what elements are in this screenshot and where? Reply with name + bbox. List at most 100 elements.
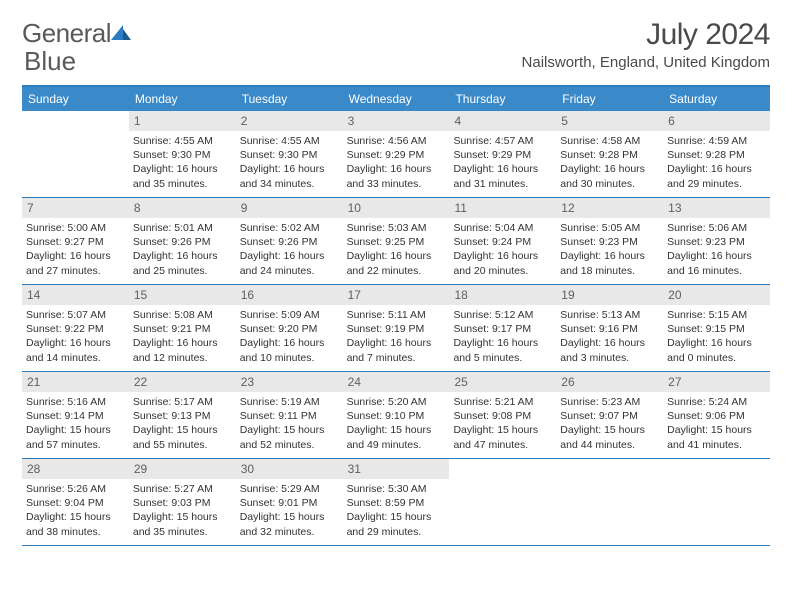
sunset-text: Sunset: 9:19 PM bbox=[347, 322, 446, 336]
daylight-text: Daylight: 16 hours and 30 minutes. bbox=[560, 162, 659, 190]
day-number: 30 bbox=[236, 459, 343, 479]
day-body: Sunrise: 5:12 AMSunset: 9:17 PMDaylight:… bbox=[449, 305, 556, 369]
week-row: .1Sunrise: 4:55 AMSunset: 9:30 PMDayligh… bbox=[22, 111, 770, 198]
sunset-text: Sunset: 9:30 PM bbox=[133, 148, 232, 162]
sunset-text: Sunset: 9:21 PM bbox=[133, 322, 232, 336]
sunrise-text: Sunrise: 4:55 AM bbox=[240, 134, 339, 148]
day-cell: 13Sunrise: 5:06 AMSunset: 9:23 PMDayligh… bbox=[663, 198, 770, 284]
sunset-text: Sunset: 9:13 PM bbox=[133, 409, 232, 423]
day-number: 24 bbox=[343, 372, 450, 392]
day-number: 6 bbox=[663, 111, 770, 131]
location-text: Nailsworth, England, United Kingdom bbox=[522, 54, 770, 71]
day-header-saturday: Saturday bbox=[663, 87, 770, 111]
day-cell-empty: . bbox=[663, 459, 770, 545]
daylight-text: Daylight: 15 hours and 35 minutes. bbox=[133, 510, 232, 538]
day-body: Sunrise: 5:30 AMSunset: 8:59 PMDaylight:… bbox=[343, 479, 450, 543]
day-header-friday: Friday bbox=[556, 87, 663, 111]
sunrise-text: Sunrise: 4:57 AM bbox=[453, 134, 552, 148]
day-number: 1 bbox=[129, 111, 236, 131]
weeks-container: .1Sunrise: 4:55 AMSunset: 9:30 PMDayligh… bbox=[22, 111, 770, 546]
day-body: Sunrise: 4:57 AMSunset: 9:29 PMDaylight:… bbox=[449, 131, 556, 195]
sunset-text: Sunset: 9:10 PM bbox=[347, 409, 446, 423]
sunrise-text: Sunrise: 5:29 AM bbox=[240, 482, 339, 496]
sunset-text: Sunset: 9:24 PM bbox=[453, 235, 552, 249]
sunrise-text: Sunrise: 4:56 AM bbox=[347, 134, 446, 148]
day-number: 12 bbox=[556, 198, 663, 218]
sunset-text: Sunset: 9:11 PM bbox=[240, 409, 339, 423]
sunrise-text: Sunrise: 5:17 AM bbox=[133, 395, 232, 409]
day-body: Sunrise: 5:13 AMSunset: 9:16 PMDaylight:… bbox=[556, 305, 663, 369]
sunrise-text: Sunrise: 5:23 AM bbox=[560, 395, 659, 409]
day-body: Sunrise: 4:59 AMSunset: 9:28 PMDaylight:… bbox=[663, 131, 770, 195]
sunset-text: Sunset: 9:04 PM bbox=[26, 496, 125, 510]
day-cell: 22Sunrise: 5:17 AMSunset: 9:13 PMDayligh… bbox=[129, 372, 236, 458]
daylight-text: Daylight: 15 hours and 52 minutes. bbox=[240, 423, 339, 451]
sunset-text: Sunset: 9:20 PM bbox=[240, 322, 339, 336]
day-body: Sunrise: 5:19 AMSunset: 9:11 PMDaylight:… bbox=[236, 392, 343, 456]
day-number: 3 bbox=[343, 111, 450, 131]
calendar: SundayMondayTuesdayWednesdayThursdayFrid… bbox=[22, 85, 770, 546]
sunrise-text: Sunrise: 5:04 AM bbox=[453, 221, 552, 235]
sunrise-text: Sunrise: 5:27 AM bbox=[133, 482, 232, 496]
day-cell: 6Sunrise: 4:59 AMSunset: 9:28 PMDaylight… bbox=[663, 111, 770, 197]
day-body: Sunrise: 4:55 AMSunset: 9:30 PMDaylight:… bbox=[236, 131, 343, 195]
daylight-text: Daylight: 16 hours and 29 minutes. bbox=[667, 162, 766, 190]
sunset-text: Sunset: 9:30 PM bbox=[240, 148, 339, 162]
sunrise-text: Sunrise: 5:06 AM bbox=[667, 221, 766, 235]
day-body: Sunrise: 5:20 AMSunset: 9:10 PMDaylight:… bbox=[343, 392, 450, 456]
day-number: 13 bbox=[663, 198, 770, 218]
daylight-text: Daylight: 16 hours and 33 minutes. bbox=[347, 162, 446, 190]
sunrise-text: Sunrise: 5:19 AM bbox=[240, 395, 339, 409]
day-cell: 27Sunrise: 5:24 AMSunset: 9:06 PMDayligh… bbox=[663, 372, 770, 458]
day-body: Sunrise: 5:09 AMSunset: 9:20 PMDaylight:… bbox=[236, 305, 343, 369]
daylight-text: Daylight: 16 hours and 16 minutes. bbox=[667, 249, 766, 277]
week-row: 21Sunrise: 5:16 AMSunset: 9:14 PMDayligh… bbox=[22, 372, 770, 459]
day-header-row: SundayMondayTuesdayWednesdayThursdayFrid… bbox=[22, 87, 770, 111]
daylight-text: Daylight: 15 hours and 32 minutes. bbox=[240, 510, 339, 538]
sunrise-text: Sunrise: 4:59 AM bbox=[667, 134, 766, 148]
day-header-tuesday: Tuesday bbox=[236, 87, 343, 111]
day-cell: 1Sunrise: 4:55 AMSunset: 9:30 PMDaylight… bbox=[129, 111, 236, 197]
day-body: Sunrise: 5:11 AMSunset: 9:19 PMDaylight:… bbox=[343, 305, 450, 369]
day-body: Sunrise: 5:05 AMSunset: 9:23 PMDaylight:… bbox=[556, 218, 663, 282]
sunrise-text: Sunrise: 5:03 AM bbox=[347, 221, 446, 235]
sunset-text: Sunset: 9:15 PM bbox=[667, 322, 766, 336]
daylight-text: Daylight: 16 hours and 25 minutes. bbox=[133, 249, 232, 277]
day-header-thursday: Thursday bbox=[449, 87, 556, 111]
day-cell: 30Sunrise: 5:29 AMSunset: 9:01 PMDayligh… bbox=[236, 459, 343, 545]
day-body: Sunrise: 5:23 AMSunset: 9:07 PMDaylight:… bbox=[556, 392, 663, 456]
sunset-text: Sunset: 8:59 PM bbox=[347, 496, 446, 510]
day-header-monday: Monday bbox=[129, 87, 236, 111]
week-row: 14Sunrise: 5:07 AMSunset: 9:22 PMDayligh… bbox=[22, 285, 770, 372]
daylight-text: Daylight: 15 hours and 57 minutes. bbox=[26, 423, 125, 451]
daylight-text: Daylight: 15 hours and 55 minutes. bbox=[133, 423, 232, 451]
sunset-text: Sunset: 9:26 PM bbox=[133, 235, 232, 249]
day-cell: 7Sunrise: 5:00 AMSunset: 9:27 PMDaylight… bbox=[22, 198, 129, 284]
sunrise-text: Sunrise: 5:01 AM bbox=[133, 221, 232, 235]
day-cell: 18Sunrise: 5:12 AMSunset: 9:17 PMDayligh… bbox=[449, 285, 556, 371]
sunrise-text: Sunrise: 5:16 AM bbox=[26, 395, 125, 409]
sunset-text: Sunset: 9:22 PM bbox=[26, 322, 125, 336]
page-title: July 2024 bbox=[522, 18, 770, 52]
day-cell: 23Sunrise: 5:19 AMSunset: 9:11 PMDayligh… bbox=[236, 372, 343, 458]
day-body: Sunrise: 5:26 AMSunset: 9:04 PMDaylight:… bbox=[22, 479, 129, 543]
daylight-text: Daylight: 16 hours and 0 minutes. bbox=[667, 336, 766, 364]
day-cell: 9Sunrise: 5:02 AMSunset: 9:26 PMDaylight… bbox=[236, 198, 343, 284]
daylight-text: Daylight: 16 hours and 3 minutes. bbox=[560, 336, 659, 364]
sunset-text: Sunset: 9:26 PM bbox=[240, 235, 339, 249]
daylight-text: Daylight: 16 hours and 14 minutes. bbox=[26, 336, 125, 364]
day-body: Sunrise: 5:00 AMSunset: 9:27 PMDaylight:… bbox=[22, 218, 129, 282]
day-header-wednesday: Wednesday bbox=[343, 87, 450, 111]
daylight-text: Daylight: 16 hours and 18 minutes. bbox=[560, 249, 659, 277]
day-cell: 4Sunrise: 4:57 AMSunset: 9:29 PMDaylight… bbox=[449, 111, 556, 197]
day-number: 16 bbox=[236, 285, 343, 305]
logo-text-2: Blue bbox=[24, 46, 76, 77]
logo: General bbox=[22, 18, 135, 49]
day-body: Sunrise: 5:03 AMSunset: 9:25 PMDaylight:… bbox=[343, 218, 450, 282]
day-cell: 19Sunrise: 5:13 AMSunset: 9:16 PMDayligh… bbox=[556, 285, 663, 371]
day-cell: 17Sunrise: 5:11 AMSunset: 9:19 PMDayligh… bbox=[343, 285, 450, 371]
day-number: 14 bbox=[22, 285, 129, 305]
sunrise-text: Sunrise: 5:15 AM bbox=[667, 308, 766, 322]
sunrise-text: Sunrise: 5:30 AM bbox=[347, 482, 446, 496]
day-number: 25 bbox=[449, 372, 556, 392]
